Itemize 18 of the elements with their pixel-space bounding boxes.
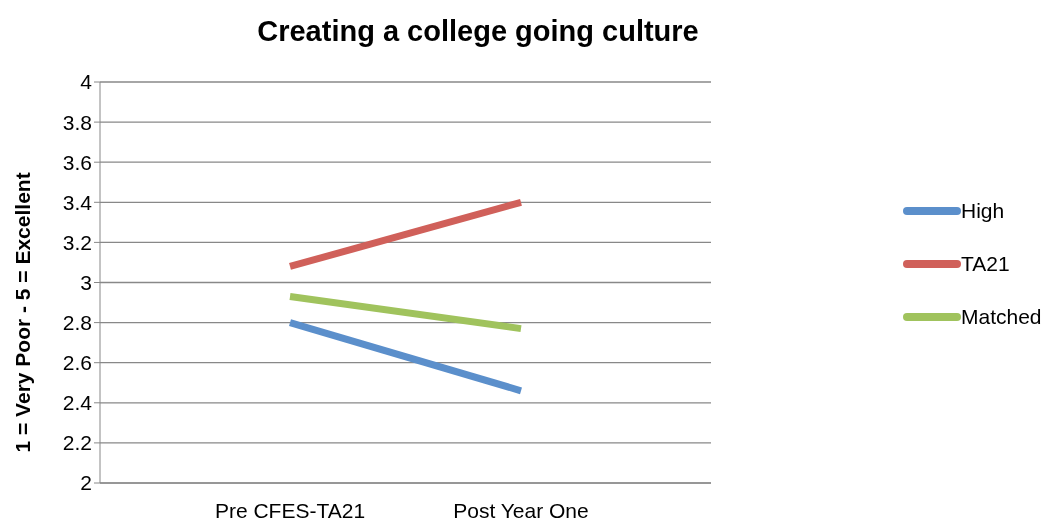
- y-tick-label: 2.8: [62, 311, 92, 335]
- y-tick-label: 2: [80, 471, 92, 495]
- y-tick-label: 3.2: [62, 230, 92, 254]
- legend-label: TA21: [961, 252, 1010, 276]
- legend-label: High: [961, 199, 1005, 223]
- legend-label: Matched: [961, 305, 1042, 329]
- y-tick-label: 4: [80, 70, 93, 94]
- chart-title: Creating a college going culture: [257, 15, 699, 47]
- y-axis-title: 1 = Very Poor - 5 = Excellent: [11, 172, 35, 453]
- y-tick-label: 2.6: [62, 351, 92, 375]
- x-tick-label: Post Year One: [453, 498, 589, 522]
- y-tick-label: 2.4: [62, 391, 93, 415]
- y-tick-label: 2.2: [62, 431, 92, 455]
- y-tick-label: 3: [80, 270, 92, 294]
- y-tick-label: 3.6: [62, 150, 92, 174]
- x-tick-label: Pre CFES-TA21: [214, 498, 366, 522]
- y-tick-label: 3.4: [62, 190, 93, 214]
- y-tick-label: 3.8: [62, 110, 92, 134]
